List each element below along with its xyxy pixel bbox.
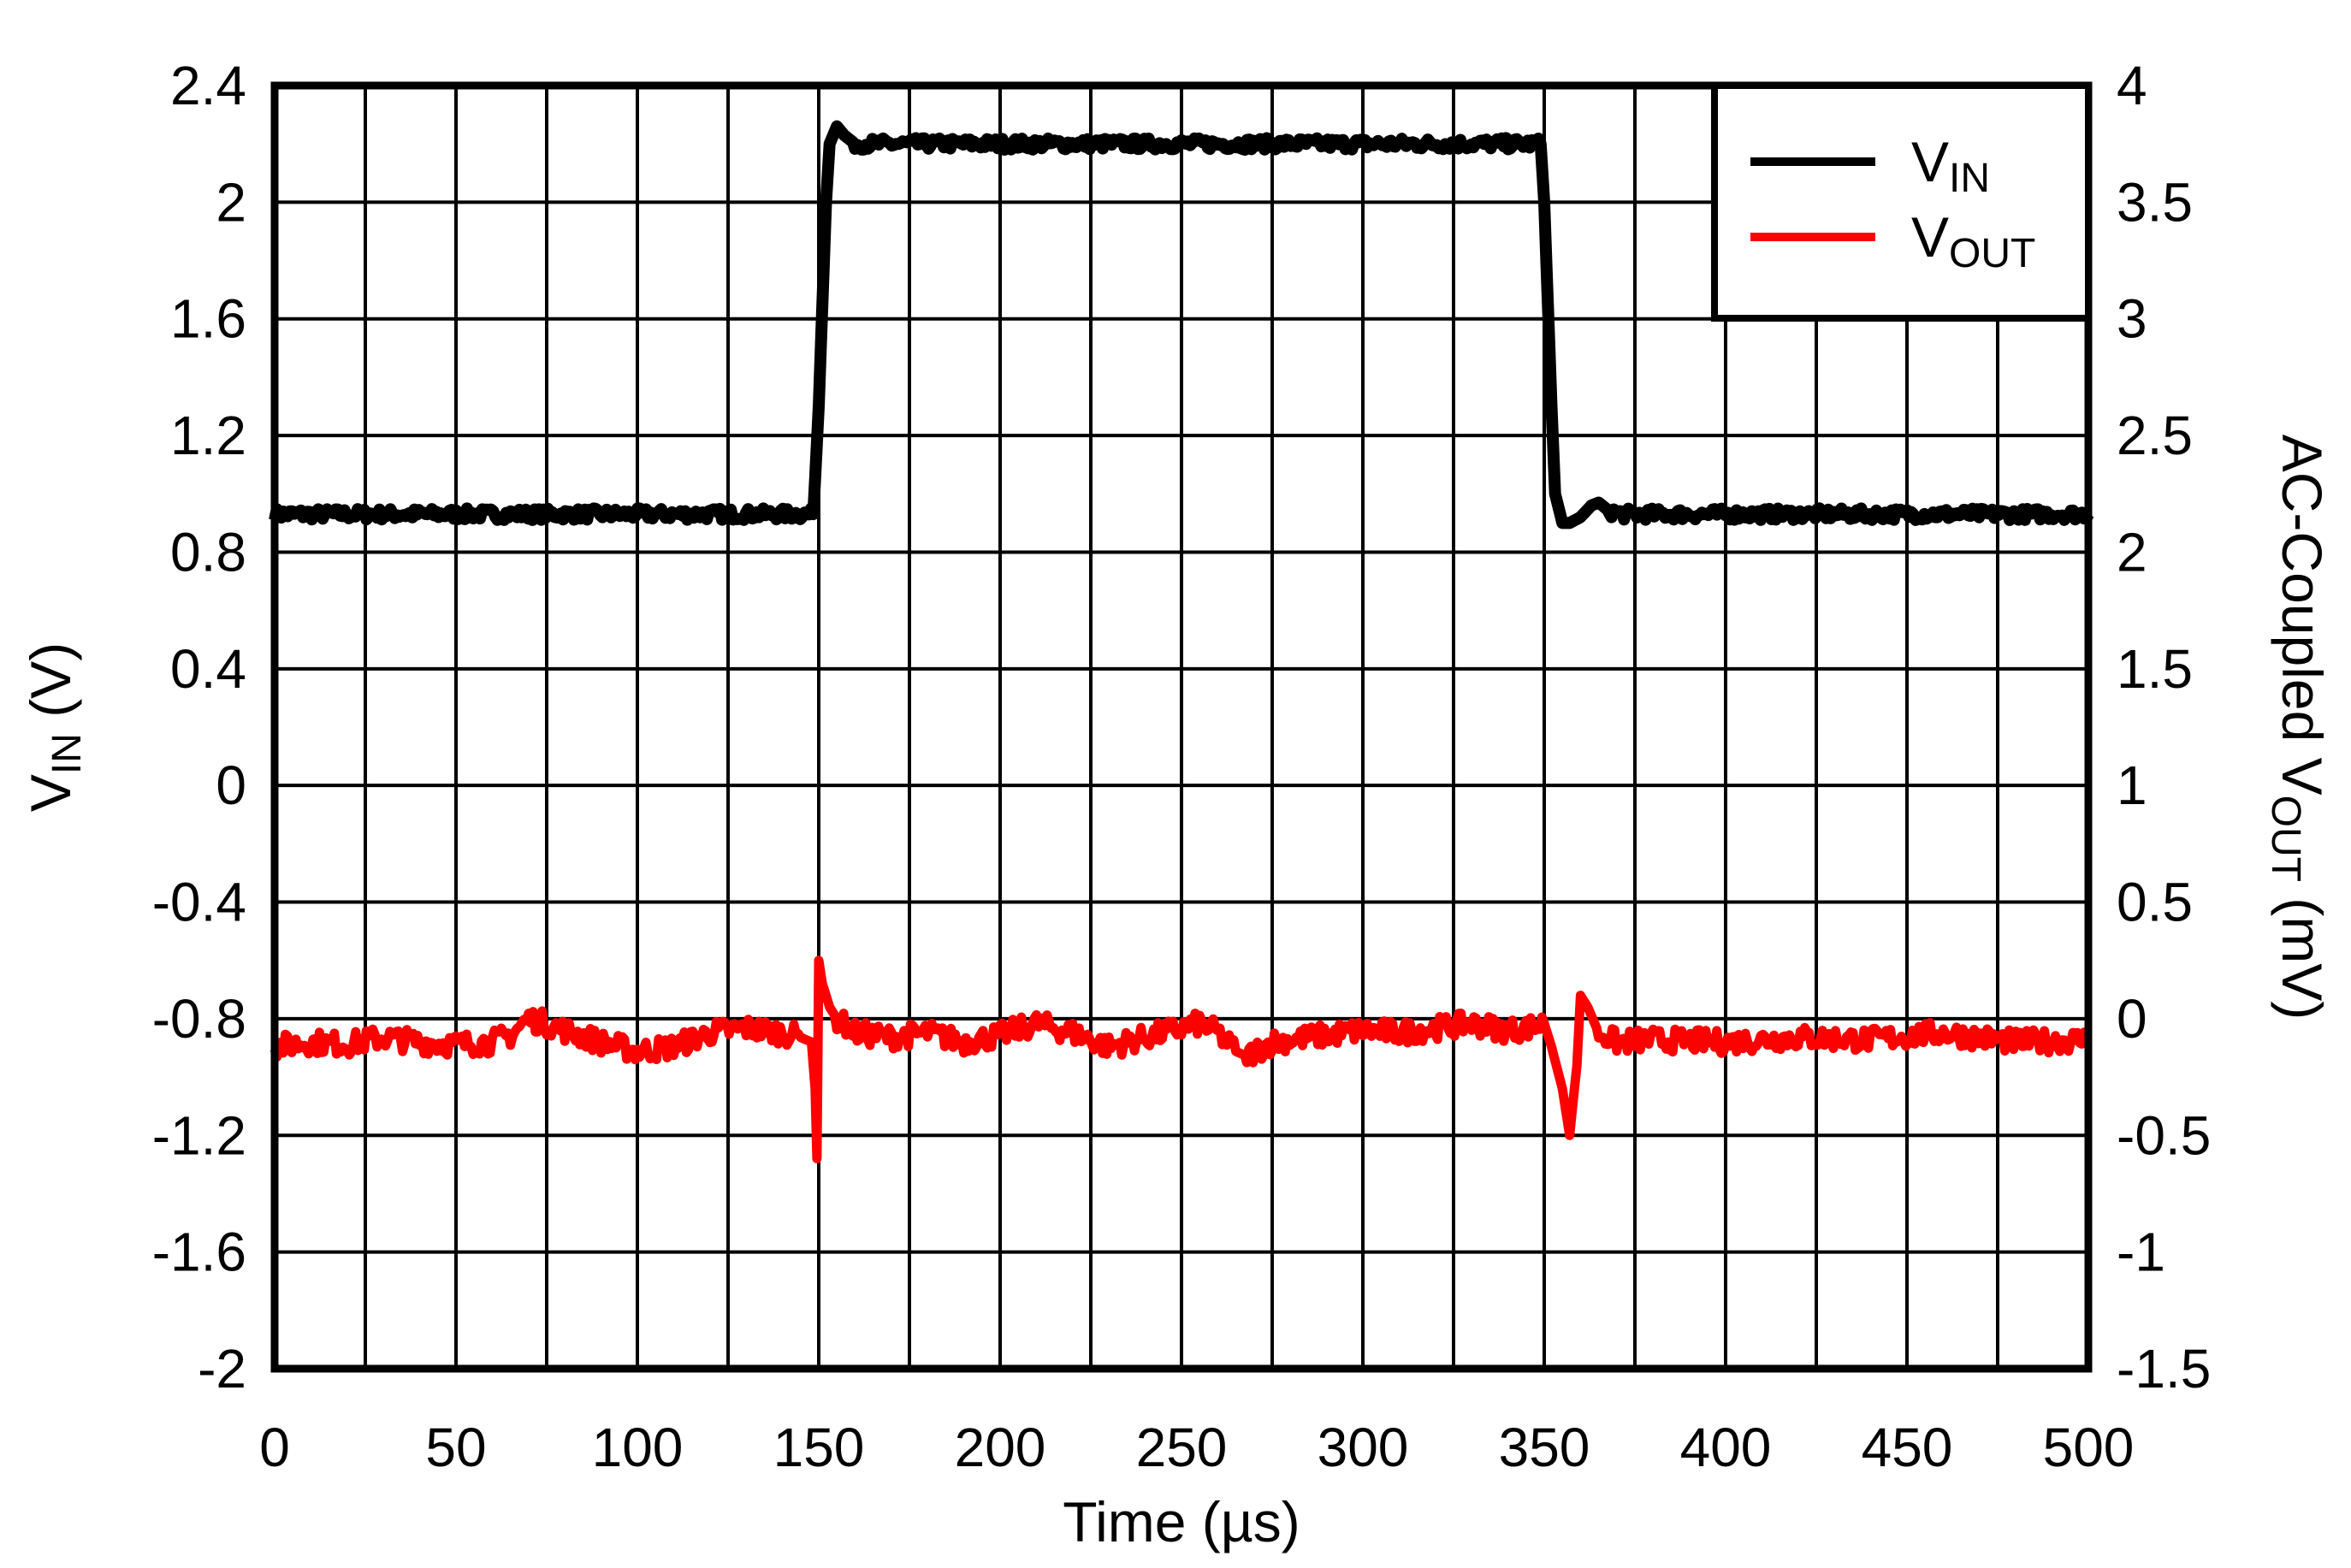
y-right-tick-label: 0.5 [2117, 872, 2193, 933]
x-tick-label: 50 [425, 1417, 486, 1478]
y-left-tick-label: 2 [216, 171, 246, 233]
x-tick-label: 200 [955, 1417, 1046, 1478]
x-tick-label: 150 [773, 1417, 865, 1478]
y-left-label-sub: IN [44, 733, 90, 774]
y-right-tick-label: 1 [2117, 754, 2147, 816]
legend-label-vout: VOUT [1911, 205, 2035, 276]
x-tick-label: 350 [1499, 1417, 1590, 1478]
y-left-tick-label: -0.8 [152, 988, 246, 1050]
x-tick-label: 500 [2043, 1417, 2135, 1478]
y-right-tick-label: 2.5 [2117, 405, 2193, 466]
y-left-tick-label: 1.2 [170, 405, 246, 466]
y-left-tick-labels: 2.4 2 1.6 1.2 0.8 0.4 0 -0.4 -0.8 -1.2 -1.6 -2 [152, 55, 246, 1399]
x-axis-label: Time (µs) [1063, 1490, 1300, 1553]
y-right-tick-label: -1 [2117, 1222, 2165, 1283]
y-left-tick-label: 0.8 [170, 521, 246, 583]
y-left-tick-label: 0.4 [170, 638, 246, 700]
y-right-tick-label: 3.5 [2117, 171, 2193, 233]
y-right-label-sub: OUT [2263, 796, 2308, 882]
y-right-axis-label: AC-Coupled VOUT (mV) [2263, 435, 2334, 1021]
x-tick-label: 450 [1862, 1417, 1953, 1478]
x-tick-label: 0 [259, 1417, 290, 1478]
y-right-tick-label: 4 [2117, 55, 2147, 116]
y-right-tick-label: 1.5 [2117, 638, 2193, 700]
series-group [269, 120, 2094, 1163]
y-left-tick-label: 2.4 [170, 55, 246, 116]
legend-label-vin: VIN [1911, 130, 1990, 201]
legend-box [1711, 82, 2092, 322]
y-left-label-unit: (V) [19, 642, 82, 733]
x-tick-label: 250 [1136, 1417, 1228, 1478]
x-tick-label: 400 [1680, 1417, 1772, 1478]
y-right-label-prefix: AC-Coupled V [2271, 435, 2334, 796]
y-right-tick-label: -0.5 [2117, 1104, 2211, 1166]
series-line-vin [269, 120, 2094, 530]
y-left-tick-label: -2 [198, 1338, 246, 1399]
y-right-tick-label: 3 [2117, 288, 2147, 350]
x-tick-label: 100 [592, 1417, 684, 1478]
y-left-label-main: V [19, 774, 82, 812]
series-line-vout [269, 956, 2093, 1163]
y-left-axis-label: VIN (V) [19, 642, 90, 812]
x-tick-label: 300 [1318, 1417, 1409, 1478]
y-left-tick-label: -1.6 [152, 1222, 246, 1283]
x-tick-labels: 0 50 100 150 200 250 300 350 400 450 500 [259, 1417, 2134, 1478]
legend: VIN VOUT [1711, 82, 2092, 322]
plot-frame [270, 81, 2093, 1373]
y-right-tick-label: -1.5 [2117, 1338, 2211, 1399]
y-right-tick-label: 2 [2117, 521, 2147, 583]
y-right-tick-label: 0 [2117, 988, 2147, 1050]
y-left-tick-label: 1.6 [170, 288, 246, 350]
y-left-tick-label: -1.2 [152, 1104, 246, 1166]
y-right-tick-labels: 4 3.5 3 2.5 2 1.5 1 0.5 0 -0.5 -1 -1.5 [2117, 55, 2211, 1399]
y-left-tick-label: 0 [216, 754, 246, 816]
y-right-label-unit: (mV) [2271, 882, 2334, 1020]
y-left-tick-label: -0.4 [152, 872, 246, 933]
